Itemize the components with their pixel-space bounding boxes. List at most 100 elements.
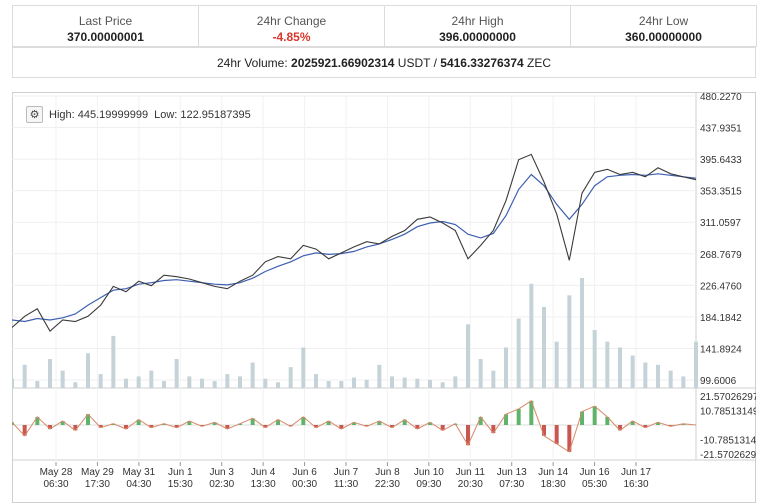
volume-usdt: 2025921.66902314 <box>291 56 395 70</box>
volume-bar <box>390 376 394 388</box>
volume-bar <box>542 306 546 388</box>
indicator-bar <box>580 411 584 425</box>
volume-zec-unit: ZEC <box>523 56 552 70</box>
indicator-bar <box>390 425 394 428</box>
volume-bar <box>238 376 242 388</box>
time-tick-date: Jun 3 <box>209 467 234 478</box>
price-tick-label: 437.9351 <box>700 124 742 135</box>
time-tick-date: Jun 1 <box>168 467 193 478</box>
volume-bar <box>263 378 268 388</box>
volume-bar <box>314 374 318 388</box>
indicator-bar <box>364 425 369 427</box>
indicator-bar <box>162 423 166 425</box>
indicator-bar <box>504 414 508 425</box>
volume-bar <box>149 370 154 388</box>
volume-bar <box>453 376 458 388</box>
stat-value: 370.00000001 <box>67 30 144 44</box>
indicator-bar <box>124 425 128 430</box>
indicator-bar <box>339 425 344 430</box>
volume-bar <box>60 370 65 388</box>
indicator-bar <box>352 422 356 425</box>
time-tick-date: Jun 14 <box>538 467 568 478</box>
indicator-bar <box>73 425 78 431</box>
indicator-bar <box>466 425 470 446</box>
volume-bar <box>288 367 293 388</box>
volume-bar <box>352 377 356 388</box>
volume-bar <box>529 283 534 388</box>
price-tick-label: 184.1842 <box>700 313 742 324</box>
volume-bar <box>694 341 698 388</box>
time-tick-date: May 31 <box>122 467 155 478</box>
indicator-bar <box>174 425 179 428</box>
indicator-bar <box>592 406 597 425</box>
volume-bar <box>402 377 407 388</box>
indicator-bar <box>111 423 116 425</box>
time-tick-time: 15:30 <box>168 479 193 490</box>
volume-bar <box>668 370 673 388</box>
indicator-bar <box>149 425 154 428</box>
indicator-bar <box>136 419 141 425</box>
stat-value: -4.85% <box>272 30 311 44</box>
stat-label: Last Price <box>78 14 133 28</box>
time-tick-date: Jun 7 <box>334 467 359 478</box>
time-tick-time: 11:30 <box>334 479 359 490</box>
stat-last-price: Last Price 370.00000001 <box>12 5 199 47</box>
indicator-bar <box>440 425 445 431</box>
stat-value: 360.00000000 <box>625 30 702 44</box>
volume-bar <box>35 381 40 388</box>
volume-bar <box>12 378 14 388</box>
indicator-bar <box>643 425 648 428</box>
volume-bar <box>504 347 508 388</box>
stat-24hr-high: 24hr High 396.00000000 <box>384 5 571 47</box>
indicator-bar <box>491 425 496 434</box>
indicator-bar <box>288 425 293 427</box>
volume-bar <box>478 359 483 388</box>
stat-label: 24hr Change <box>256 14 327 28</box>
volume-bar <box>618 347 622 388</box>
price-chart[interactable]: 480.2270 437.9351 395.6433 353.3515 311.0597… <box>12 92 756 504</box>
volume-bar <box>212 381 217 388</box>
indicator-bar <box>276 419 280 425</box>
price-tick-label: 311.0597 <box>700 218 741 229</box>
volume-bar <box>592 330 597 388</box>
indicator-bar <box>656 422 660 425</box>
time-tick-time: 07:30 <box>499 479 524 490</box>
indicator-bar <box>377 420 382 425</box>
stat-24hr-change: 24hr Change -4.85% <box>198 5 385 47</box>
chart-high: High: 445.19999999 <box>49 108 149 121</box>
volume-bar <box>174 359 179 388</box>
volume-bar <box>162 381 166 388</box>
price-tick-label: 353.3515 <box>700 187 742 198</box>
volume-bar <box>491 370 496 388</box>
stat-label: 24hr High <box>451 14 504 28</box>
volume-bar <box>567 295 572 388</box>
volume-bar <box>111 335 116 388</box>
volume-bar <box>643 362 648 388</box>
indicator-bar <box>225 425 230 430</box>
time-tick-date: Jun 17 <box>621 467 651 478</box>
volume-bar <box>605 341 610 388</box>
volume-usdt-unit: USDT / <box>394 56 441 70</box>
time-tick-date: May 29 <box>81 467 114 478</box>
volume-summary: 24hr Volume: 2025921.66902314 USDT / 541… <box>12 47 756 78</box>
volume-bar <box>276 382 280 388</box>
gear-icon[interactable]: ⚙ <box>26 106 43 123</box>
indicator-bar <box>516 408 521 425</box>
volume-bar <box>364 379 369 388</box>
indicator-bar <box>98 425 103 428</box>
volume-bar <box>326 381 331 388</box>
time-tick-date: Jun 13 <box>497 467 527 478</box>
time-tick-date: Jun 4 <box>251 467 276 478</box>
indicator-bar <box>668 425 673 427</box>
price-tick-label: 99.6006 <box>700 376 737 387</box>
volume-bar <box>250 362 255 388</box>
volume-bar <box>428 379 432 388</box>
indicator-bar <box>554 425 559 444</box>
volume-bar <box>339 381 344 388</box>
indicator-bar <box>529 400 534 425</box>
volume-bar <box>681 376 686 388</box>
volume-bar <box>415 378 420 388</box>
indicator-bar <box>86 414 90 425</box>
price-tick-label: 395.6433 <box>700 155 742 166</box>
volume-bar <box>225 374 230 388</box>
